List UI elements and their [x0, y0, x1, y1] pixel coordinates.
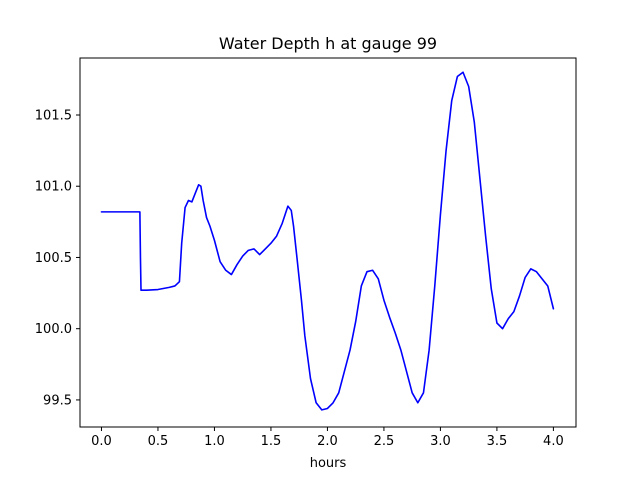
- plot-frame: [79, 57, 577, 428]
- x-tick-label: 2.5: [374, 434, 395, 449]
- x-tick-label: 0.5: [148, 434, 169, 449]
- y-tick-label: 101.5: [35, 108, 72, 123]
- x-tick-label: 3.0: [430, 434, 451, 449]
- x-tick-label: 2.0: [317, 434, 338, 449]
- y-tick-label: 101.0: [35, 180, 72, 195]
- x-tick-label: 1.0: [204, 434, 225, 449]
- x-axis-label: hours: [310, 456, 347, 471]
- x-tick-label: 4.0: [543, 434, 564, 449]
- series-line-0: [100, 71, 555, 411]
- x-tick-label: 1.5: [261, 434, 282, 449]
- x-tick-label: 0.0: [91, 434, 112, 449]
- chart-title: Water Depth h at gauge 99: [219, 34, 437, 53]
- y-tick-label: 100.0: [35, 322, 72, 337]
- y-tick-label: 99.5: [43, 393, 72, 408]
- y-tick-label: 100.5: [35, 251, 72, 266]
- x-tick-label: 3.5: [487, 434, 508, 449]
- plot-area: 0.0 0.5 1.0 1.5 2.0 2.5 3.0 3.5 4.0 99.5 100.0 100.…: [35, 57, 577, 449]
